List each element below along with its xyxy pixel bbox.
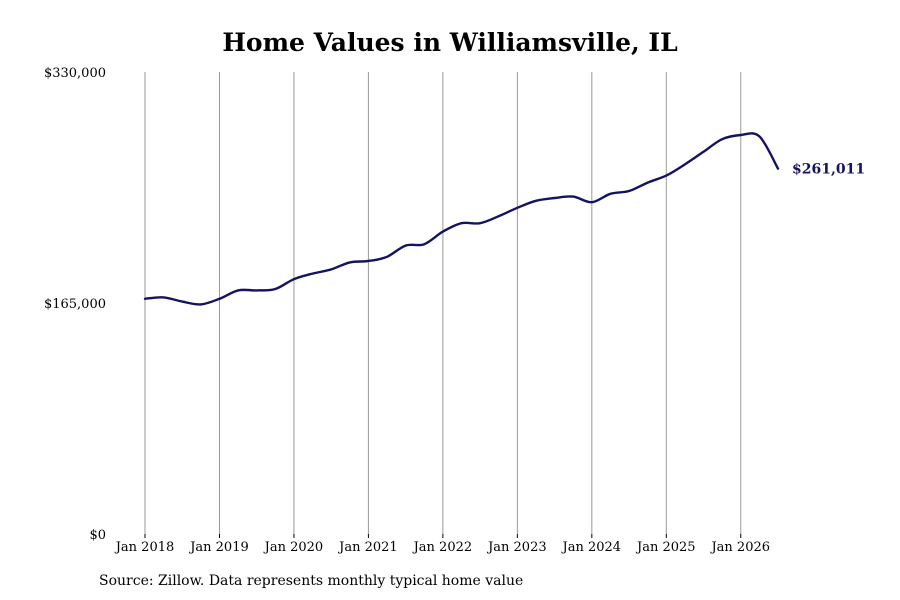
y-tick-label: $330,000 <box>44 66 106 81</box>
x-tick-label: Jan 2026 <box>709 540 770 555</box>
x-tick-label: Jan 2023 <box>486 540 547 555</box>
x-tick-label: Jan 2021 <box>337 540 398 555</box>
y-tick-label: $165,000 <box>44 297 106 312</box>
x-tick-label: Jan 2018 <box>114 540 175 555</box>
chart-title: Home Values in Williamsville, IL <box>222 28 678 57</box>
x-axis-ticks: Jan 2018 Jan 2019 Jan 2020 Jan 2021 Jan 2022… <box>114 534 770 555</box>
x-tick-label: Jan 2025 <box>635 540 696 555</box>
x-tick-label: Jan 2022 <box>412 540 473 555</box>
x-tick-label: Jan 2019 <box>188 540 249 555</box>
x-tick-label: Jan 2020 <box>263 540 324 555</box>
y-axis-ticks: $0 $165,000 $330,000 <box>44 66 106 543</box>
source-note: Source: Zillow. Data represents monthly … <box>99 573 524 589</box>
x-tick-label: Jan 2024 <box>561 540 622 555</box>
gridlines <box>144 72 742 534</box>
latest-value-label: $261,011 <box>792 162 865 178</box>
home-value-line <box>143 132 780 306</box>
y-tick-label: $0 <box>89 528 106 543</box>
